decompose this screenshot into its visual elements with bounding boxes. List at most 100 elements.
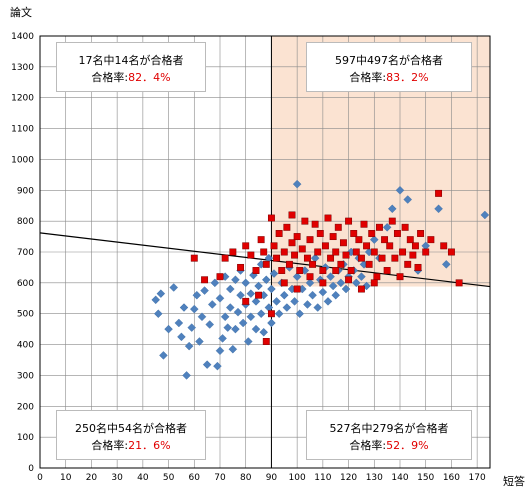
square-point — [337, 260, 345, 268]
x-axis-title: 短答 — [503, 474, 525, 488]
annotation-bottom-right: 527名中279名が合格者 合格率:52．9% — [306, 410, 472, 460]
diamond-point — [190, 304, 199, 314]
square-point — [422, 248, 430, 256]
diamond-point — [233, 307, 243, 317]
x-tick-label: 80 — [240, 473, 252, 483]
diamond-point — [267, 318, 276, 328]
diamond-point — [305, 278, 315, 288]
square-point — [388, 217, 396, 225]
diamond-point — [231, 275, 240, 285]
square-point — [301, 217, 309, 225]
square-point — [321, 242, 329, 250]
diamond-point — [336, 278, 346, 288]
x-tick-label: 140 — [391, 473, 408, 483]
x-tick-label: 40 — [137, 473, 149, 483]
square-point — [455, 279, 463, 287]
diamond-point — [223, 323, 232, 332]
diamond-point — [323, 297, 333, 306]
square-point — [435, 189, 443, 197]
square-point — [378, 254, 386, 262]
diamond-point — [259, 327, 268, 337]
square-point — [404, 260, 412, 268]
square-point — [262, 338, 270, 345]
diamond-point — [341, 284, 351, 294]
diamond-point — [251, 297, 261, 306]
square-point — [296, 267, 304, 274]
diamond-point — [395, 186, 405, 195]
diamond-point — [218, 334, 227, 343]
square-point — [260, 248, 268, 256]
diamond-point — [246, 289, 256, 298]
diamond-point — [156, 289, 166, 298]
square-point — [201, 276, 209, 284]
square-point — [298, 245, 306, 253]
plot-frame — [39, 35, 491, 469]
square-point — [334, 223, 342, 231]
diamond-point — [238, 318, 248, 328]
square-point — [414, 263, 422, 271]
square-point — [319, 267, 327, 274]
square-point — [339, 239, 347, 247]
square-point — [221, 254, 229, 262]
diamond-point — [174, 318, 184, 328]
square-point — [324, 214, 332, 222]
annotation-rate: 82．4% — [128, 71, 171, 84]
square-point — [447, 248, 455, 256]
square-point — [383, 267, 391, 274]
annotation-rate: 83．2% — [386, 71, 429, 84]
diamond-point — [352, 278, 361, 288]
square-point — [375, 223, 383, 231]
diamond-point — [318, 287, 328, 297]
x-tick-label: 90 — [266, 473, 278, 483]
annotation-top-left: 17名中14名が合格者 合格率:82．4% — [56, 42, 206, 92]
square-point — [363, 242, 371, 250]
annotation-count: 527名中279名が合格者 — [329, 422, 449, 435]
diamond-point — [226, 303, 235, 312]
square-point — [345, 217, 353, 225]
square-point — [306, 236, 314, 244]
x-tick-label: 70 — [214, 473, 226, 483]
diamond-point — [179, 303, 189, 312]
diamond-point — [154, 309, 163, 318]
diamond-point — [357, 272, 366, 281]
x-tick-label: 0 — [37, 473, 43, 483]
diamond-point — [236, 290, 245, 300]
trend-line — [39, 232, 491, 288]
square-point — [391, 254, 399, 262]
square-point — [275, 230, 283, 237]
y-tick-label: 600 — [17, 279, 34, 289]
diamond-point — [326, 272, 335, 281]
square-point — [332, 248, 340, 256]
diamond-point — [244, 337, 253, 346]
square-point — [329, 233, 337, 241]
annotation-rate-label: 合格率: — [91, 71, 129, 84]
diamond-point — [280, 290, 289, 300]
square-point — [280, 248, 288, 256]
square-point — [278, 267, 286, 274]
diamond-point — [159, 351, 168, 360]
square-point — [216, 273, 224, 281]
square-point — [319, 279, 327, 287]
diamond-point — [151, 295, 160, 305]
square-point — [311, 220, 319, 228]
diamond-point — [226, 284, 235, 294]
diamond-point — [202, 360, 212, 369]
annotation-rate-label: 合格率: — [91, 439, 129, 452]
diamond-point — [434, 204, 443, 214]
diamond-point — [388, 204, 397, 214]
diamond-point — [269, 269, 279, 278]
annotation-count: 250名中54名が合格者 — [75, 422, 187, 435]
diamond-point — [187, 323, 196, 332]
y-tick-label: 700 — [17, 248, 34, 258]
diamond-point — [303, 300, 312, 309]
diamond-point — [241, 278, 250, 288]
square-point — [360, 220, 368, 228]
diamond-point — [231, 324, 240, 334]
annotation-rate-label: 合格率: — [349, 71, 387, 84]
diamond-point — [164, 324, 173, 334]
diamond-point — [215, 346, 225, 356]
diamond-point — [182, 371, 191, 380]
y-axis-title: 論文 — [10, 5, 32, 19]
diamond-point — [328, 281, 338, 291]
diamond-point — [215, 294, 225, 303]
